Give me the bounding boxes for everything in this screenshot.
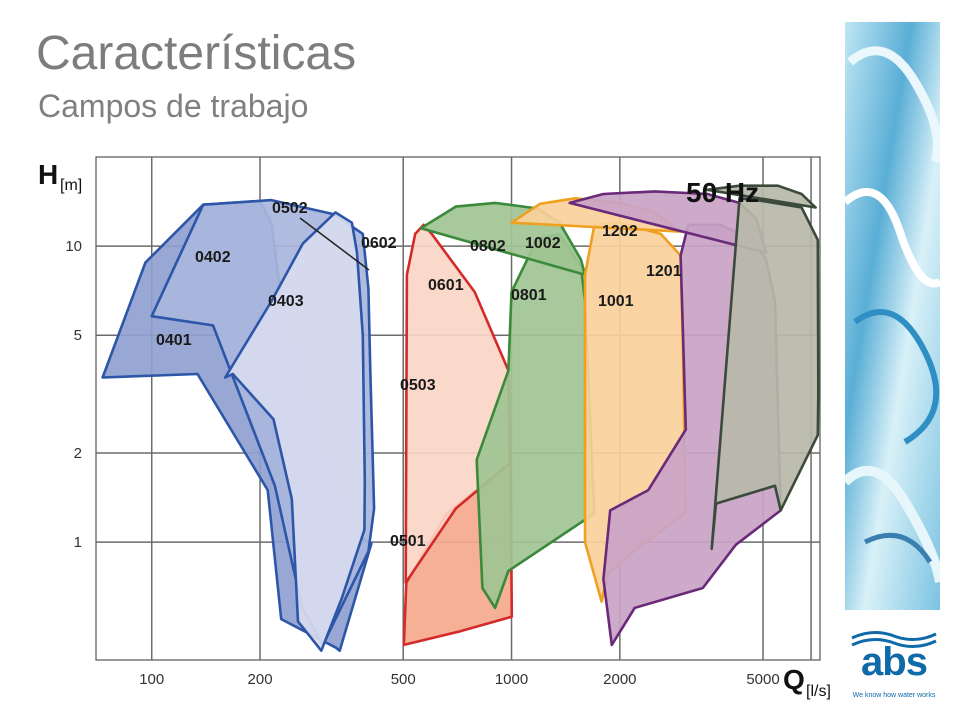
frequency-label: 50 Hz bbox=[686, 177, 759, 208]
y-axis-label: H bbox=[38, 159, 58, 190]
area-1202 bbox=[705, 184, 817, 209]
axis-ticks: 100 200 500 1000 2000 5000 1 2 5 10 bbox=[65, 238, 779, 688]
series-label-1201: 1201 bbox=[646, 263, 682, 280]
y-tick-label: 5 bbox=[74, 327, 82, 344]
series-label-0403: 0403 bbox=[268, 293, 304, 310]
x-tick-label: 100 bbox=[139, 671, 164, 688]
series-label-1002: 1002 bbox=[525, 235, 561, 252]
slide-subtitle: Campos de trabajo bbox=[38, 88, 309, 124]
x-tick-label: 200 bbox=[248, 671, 273, 688]
y-tick-label: 2 bbox=[74, 445, 82, 462]
series-label-0402: 0402 bbox=[195, 249, 231, 266]
series-label-0802: 0802 bbox=[470, 238, 506, 255]
company-logo: abs We know how water works bbox=[848, 626, 940, 706]
x-axis-label: Q bbox=[783, 664, 805, 695]
series-labels: 0401 0402 0403 0501 0503 0601 0602 0801 0802 1001… bbox=[156, 223, 682, 550]
x-axis-unit: [l/s] bbox=[806, 683, 831, 700]
series-label-1202: 1202 bbox=[602, 223, 638, 240]
x-tick-label: 1000 bbox=[495, 671, 528, 688]
series-label-0602: 0602 bbox=[361, 235, 397, 252]
series-label-0502: 0502 bbox=[272, 200, 308, 217]
logo-wordmark: abs bbox=[861, 640, 928, 684]
series-areas bbox=[101, 184, 820, 653]
series-label-0401: 0401 bbox=[156, 332, 192, 349]
series-label-1001: 1001 bbox=[598, 293, 634, 310]
water-decoration-image bbox=[845, 22, 940, 610]
y-tick-label: 10 bbox=[65, 238, 82, 255]
series-label-0801: 0801 bbox=[511, 287, 547, 304]
label-leader-0502 bbox=[299, 217, 370, 271]
series-label-0501: 0501 bbox=[390, 533, 426, 550]
series-label-0503: 0503 bbox=[400, 377, 436, 394]
x-tick-label: 500 bbox=[391, 671, 416, 688]
y-tick-label: 1 bbox=[74, 534, 82, 551]
area-0403 bbox=[223, 211, 367, 653]
series-label-0601: 0601 bbox=[428, 277, 464, 294]
logo-tagline: We know how water works bbox=[852, 692, 936, 699]
x-tick-label: 5000 bbox=[746, 671, 779, 688]
area-1201 bbox=[710, 197, 820, 551]
x-tick-label: 2000 bbox=[603, 671, 636, 688]
slide-title: Características bbox=[36, 27, 357, 80]
y-axis-unit: [m] bbox=[60, 177, 82, 194]
